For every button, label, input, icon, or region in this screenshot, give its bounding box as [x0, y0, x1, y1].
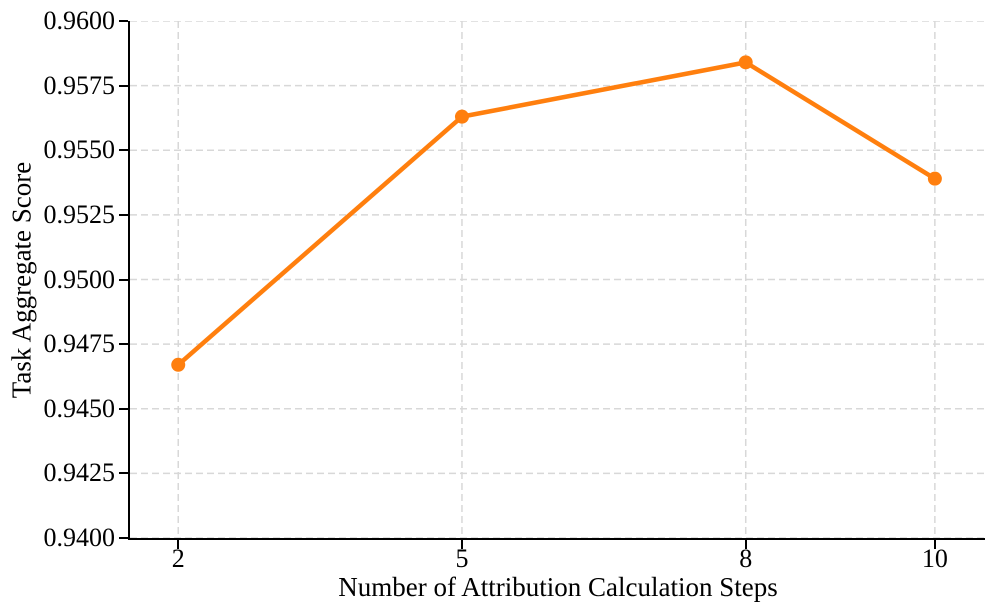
x-tick-mark: [177, 540, 180, 549]
y-tick-label: 0.9425: [43, 458, 116, 488]
y-tick-mark: [119, 278, 128, 281]
data-point-marker: [927, 171, 942, 186]
y-tick-mark: [119, 407, 128, 410]
y-tick-label: 0.9400: [43, 523, 116, 552]
data-series: [171, 55, 942, 372]
x-tick-label: 5: [455, 544, 469, 573]
x-axis-title: Number of Attribution Calculation Steps: [338, 572, 778, 602]
x-tick-mark: [744, 540, 747, 549]
y-tick-mark: [119, 537, 128, 539]
y-tick-label: 0.9550: [43, 135, 116, 165]
y-tick-mark: [119, 472, 128, 475]
y-tick-label: 0.9450: [43, 393, 116, 423]
chart-canvas: [130, 21, 985, 538]
y-tick-mark: [119, 343, 128, 346]
plot-area: [128, 21, 985, 540]
data-point-marker: [171, 357, 186, 372]
x-tick-mark: [460, 540, 463, 549]
y-tick-label: 0.9575: [43, 70, 116, 100]
y-tick-mark: [119, 84, 128, 87]
gridlines: [130, 21, 985, 538]
y-tick-mark: [119, 149, 128, 152]
x-tick-label: 8: [739, 544, 753, 573]
series-line: [175, 60, 938, 368]
y-axis-title: Task Aggregate Score: [6, 161, 37, 399]
y-tick-label: 0.9475: [43, 329, 116, 359]
y-tick-mark: [119, 20, 128, 22]
data-point-marker: [738, 55, 753, 70]
y-tick-mark: [119, 213, 128, 216]
y-tick-label: 0.9525: [43, 199, 116, 229]
y-tick-label: 0.9500: [43, 264, 116, 294]
x-tick-mark: [933, 540, 936, 549]
x-tick-label: 2: [171, 544, 185, 573]
y-tick-label: 0.9600: [43, 6, 116, 35]
data-point-marker: [454, 109, 469, 124]
